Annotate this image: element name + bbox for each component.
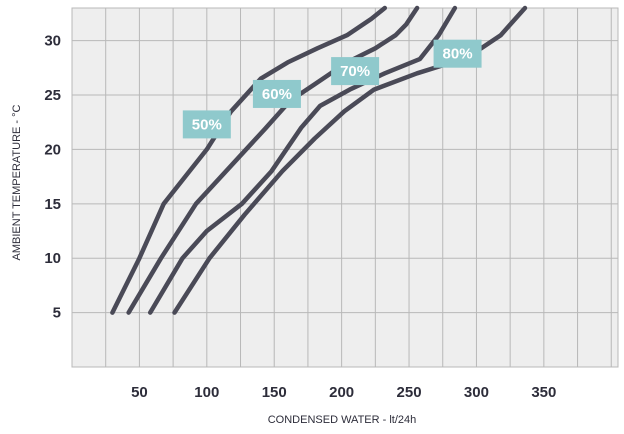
x-tick-label: 50 [131,384,148,401]
y-tick-label: 15 [44,196,61,213]
y-tick-label: 20 [44,141,61,158]
x-tick-labels: 50 100 150 200 250 300 350 [131,384,556,401]
series-label-box [182,110,231,139]
y-tick-label: 30 [44,33,61,50]
x-tick-label: 150 [262,384,287,401]
series-label-box [433,39,482,68]
series-label-text: 60% [262,86,292,103]
series-label-text: 50% [192,116,222,133]
series-line-50-percent [110,5,388,315]
series-line-70-percent [147,5,458,315]
series-label-80-percent: 80% [433,39,482,68]
series-line-60-percent [126,5,420,315]
plot-border [71,7,619,368]
y-axis-label: AMBIENT TEMPERATURE - °C [11,104,23,260]
series-label-text: 80% [443,46,473,63]
x-tick-label: 200 [329,384,354,401]
y-tick-label: 25 [44,87,61,104]
series-label-text: 70% [340,63,370,80]
x-tick-label: 350 [531,384,556,401]
series-label-60-percent: 60% [252,79,301,108]
y-tick-labels: 5 10 15 20 25 30 [44,33,61,322]
series-label-box [252,79,301,108]
series-labels: 50% 60% 70% 80% [182,39,482,139]
y-tick-label: 10 [44,250,61,267]
x-axis-label: CONDENSED WATER - lt/24h [268,414,417,426]
x-tick-label: 300 [464,384,489,401]
series-label-70-percent: 70% [331,57,380,86]
y-tick-label: 5 [53,305,61,322]
x-tick-label: 250 [397,384,422,401]
x-tick-label: 100 [194,384,219,401]
series-label-50-percent: 50% [182,110,231,139]
series-label-box [331,57,380,86]
